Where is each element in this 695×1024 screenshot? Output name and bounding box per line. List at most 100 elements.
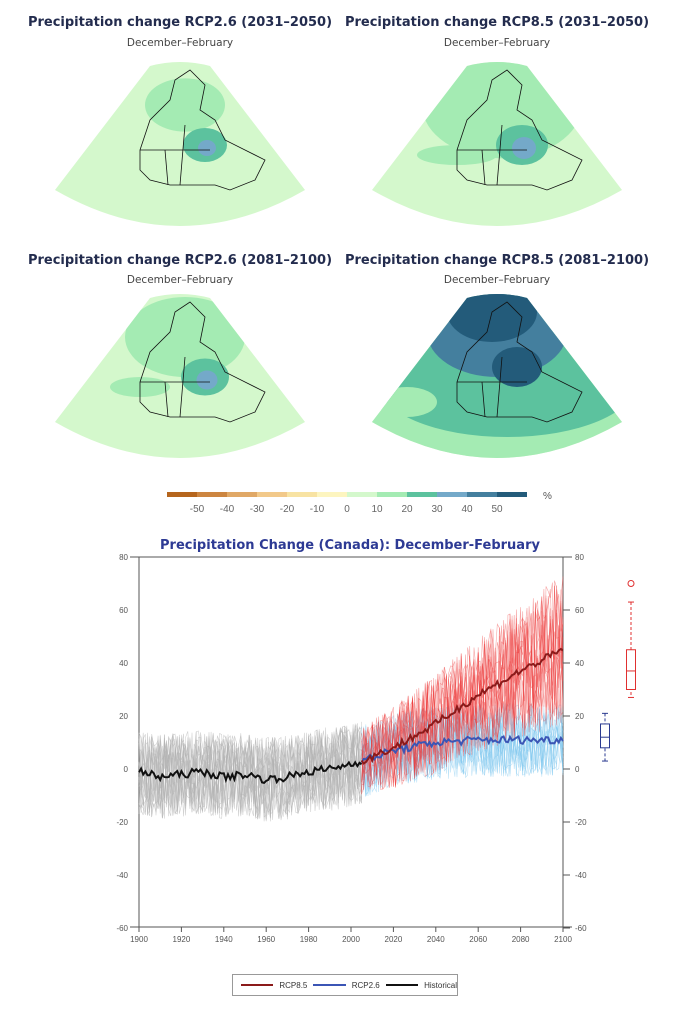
mean-line-historical [138,760,363,785]
mean-line-rcp85 [360,647,564,765]
chart-title: Precipitation Change (Canada): December-… [160,538,540,553]
canada-outline [456,69,583,191]
y-tick-label-right: 40 [575,659,584,668]
colorbar-tick-label: 30 [431,504,443,515]
ensemble-line [361,589,564,790]
colorbar-segment [497,492,527,497]
map-fill [145,78,285,162]
map-subtitle: December–February [443,37,551,49]
colorbar-unit: % [543,491,552,502]
x-tick-label: 2080 [512,935,530,944]
ensemble-line [361,598,564,788]
x-tick-label: 1960 [257,935,275,944]
colorbar-segment [287,492,317,497]
y-tick-label: 0 [124,765,129,774]
x-tick-label: 2040 [427,935,445,944]
y-tick-label: 60 [119,606,128,615]
ensemble-line [138,728,362,818]
ensemble-line [361,579,564,791]
region [198,140,216,156]
colorbar: -50 -40 -30 -20 -10 0 10 20 30 40 50 [167,492,527,515]
colorbar-segment [257,492,287,497]
colorbar-tick-label: -10 [310,504,325,515]
ensemble-line [361,610,564,788]
ensemble-line [361,580,564,782]
ensemble-line [361,703,564,792]
x-tick-label: 1980 [300,935,318,944]
map-panel [55,62,305,226]
y-tick-label: 80 [119,553,128,562]
legend-swatch-rcp85 [241,984,274,986]
legend-swatch-rcp26 [313,984,346,986]
colorbar-segment [407,492,437,497]
map-title: Precipitation change RCP8.5 (2081–2100) [344,253,650,268]
colorbar-tick-label: 40 [461,504,473,515]
colorbar-segment [347,492,377,497]
ensemble-line [361,600,564,795]
y-tick-label-right: 20 [575,712,584,721]
x-tick-label: 2020 [385,935,403,944]
colorbar-segment [317,492,347,497]
y-tick-label-right: 80 [575,553,584,562]
colorbar-tick-label: -50 [190,504,205,515]
ensemble-line [361,586,564,787]
x-tick-label: 1940 [215,935,233,944]
y-tick-label: 40 [119,659,128,668]
mean-line-rcp26 [360,734,564,764]
maps-layer [55,62,622,458]
region [512,137,536,159]
colorbar-tick-label: -30 [250,504,265,515]
legend: RCP8.5 RCP2.6 Historical [232,974,458,996]
region [492,347,542,387]
colorbar-segment [197,492,227,497]
map-panel [55,294,305,458]
legend-swatch-historical [385,984,419,986]
y-tick-label-right: -20 [575,818,587,827]
colorbar-segment [227,492,257,497]
colorbar-tick-label: 10 [371,504,383,515]
colorbar-segment [437,492,467,497]
colorbar-segment [377,492,407,497]
map-subtitle: December–February [443,274,551,286]
boxplot-box [626,649,636,690]
map-title: Precipitation change RCP8.5 (2031–2050) [344,15,650,30]
ensemble-line [361,596,564,793]
map-title: Precipitation change RCP2.6 (2081–2100) [27,253,333,268]
legend-label: RCP2.6 [351,980,380,990]
colorbar-tick-label: 50 [491,504,503,515]
boxplot-box [600,723,610,749]
y-tick-label: 20 [119,712,128,721]
ensemble-line [361,582,564,786]
colorbar-segment [167,492,197,497]
region [125,297,245,377]
canada-outline [456,301,583,423]
colorbar-tick-label: -40 [220,504,235,515]
y-tick-label: -20 [116,818,128,827]
legend-label: Historical [424,980,458,990]
ensemble-line [138,723,362,816]
y-tick-label-right: -60 [575,924,587,933]
y-tick-label: -40 [116,871,128,880]
colorbar-tick-label: 20 [401,504,413,515]
y-tick-label-right: -40 [575,871,587,880]
x-tick-label: 1900 [130,935,148,944]
colorbar-tick-label: -20 [280,504,295,515]
colorbar-tick-label: 0 [344,504,350,515]
map-title: Precipitation change RCP2.6 (2031–2050) [27,15,333,30]
ensemble-line [138,727,362,814]
boxplot-outlier [627,580,635,587]
region [145,78,225,132]
map-subtitle: December–February [126,37,234,49]
x-tick-label: 1920 [173,935,191,944]
region [196,370,218,390]
x-tick-label: 2000 [342,935,360,944]
ensemble-line [361,589,564,791]
y-tick-label-right: 0 [575,765,580,774]
canada-outline [139,301,266,423]
ensemble-line [361,703,564,781]
y-tick-label-right: 60 [575,606,584,615]
y-tick-label: -60 [116,924,128,933]
x-tick-label: 2100 [554,935,572,944]
x-tick-label: 2060 [469,935,487,944]
